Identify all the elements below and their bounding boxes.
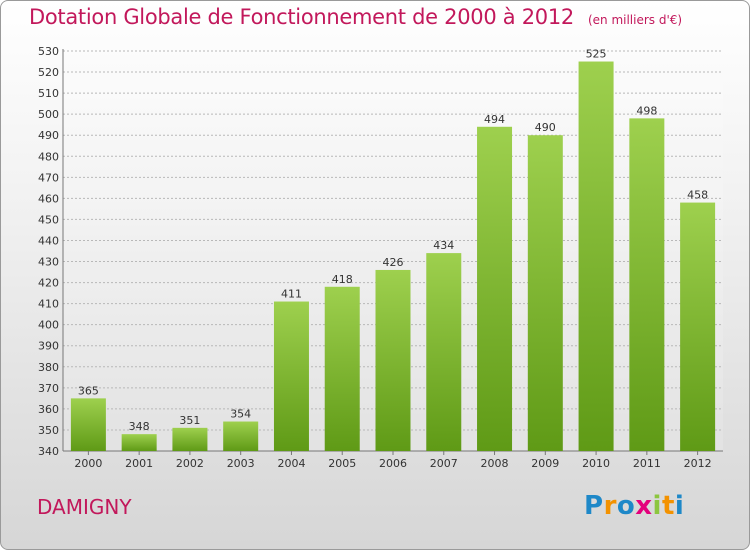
bar-2006 <box>375 269 411 451</box>
y-tick-label: 500 <box>38 108 59 121</box>
y-tick-label: 360 <box>38 403 59 416</box>
logo-letter: P <box>584 491 604 521</box>
y-tick-label: 430 <box>38 256 59 269</box>
logo-letter: r <box>603 491 617 521</box>
x-tick-label: 2005 <box>328 457 356 470</box>
x-tick-label: 2009 <box>531 457 559 470</box>
y-tick-label: 440 <box>38 234 59 247</box>
x-tick-label: 2010 <box>582 457 610 470</box>
bar-2008 <box>477 126 513 451</box>
x-tick-label: 2006 <box>379 457 407 470</box>
bar-2000 <box>70 398 106 451</box>
x-tick-label: 2011 <box>633 457 661 470</box>
bar-2004 <box>273 301 309 451</box>
y-tick-label: 490 <box>38 129 59 142</box>
y-tick-label: 530 <box>38 45 59 58</box>
y-tick-label: 400 <box>38 319 59 332</box>
bar-2003 <box>223 421 259 451</box>
x-tick-label: 2008 <box>481 457 509 470</box>
y-tick-label: 450 <box>38 213 59 226</box>
x-tick-label: 2000 <box>74 457 102 470</box>
y-tick-label: 370 <box>38 382 59 395</box>
data-label: 498 <box>636 104 657 117</box>
bar-2012 <box>680 202 716 451</box>
data-label: 354 <box>230 408 251 421</box>
data-label: 490 <box>535 121 556 134</box>
data-label: 351 <box>179 414 200 427</box>
bar-2005 <box>324 286 360 451</box>
data-label: 494 <box>484 113 505 126</box>
x-tick-label: 2007 <box>430 457 458 470</box>
data-label: 348 <box>129 420 150 433</box>
city-name: DAMIGNY <box>37 495 132 519</box>
bar-2011 <box>629 118 665 452</box>
bar-2007 <box>426 253 462 451</box>
logo-letter: i <box>652 491 662 521</box>
logo-letter: t <box>661 491 675 521</box>
logo-letter: o <box>616 491 636 521</box>
y-tick-label: 480 <box>38 150 59 163</box>
logo-letter: x <box>635 491 653 521</box>
y-tick-label: 510 <box>38 87 59 100</box>
y-tick-label: 460 <box>38 192 59 205</box>
x-tick-label: 2012 <box>684 457 712 470</box>
bar-2010 <box>578 61 614 452</box>
data-label: 426 <box>383 256 404 269</box>
y-tick-label: 520 <box>38 66 59 79</box>
chart-title: Dotation Globale de Fonctionnement de 20… <box>29 5 574 29</box>
data-label: 411 <box>281 288 302 301</box>
bar-2002 <box>172 427 208 451</box>
chart-unit: (en milliers d'€) <box>587 13 683 27</box>
x-tick-label: 2004 <box>277 457 305 470</box>
y-tick-label: 380 <box>38 361 59 374</box>
data-label: 458 <box>687 189 708 202</box>
chart-title-block: Dotation Globale de Fonctionnement de 20… <box>29 5 682 29</box>
y-tick-label: 350 <box>38 424 59 437</box>
data-label: 418 <box>332 273 353 286</box>
x-tick-label: 2003 <box>227 457 255 470</box>
y-tick-label: 390 <box>38 340 59 353</box>
data-label: 365 <box>78 384 99 397</box>
y-tick-label: 470 <box>38 171 59 184</box>
logo-letter: i <box>674 491 685 521</box>
y-tick-label: 410 <box>38 298 59 311</box>
x-tick-label: 2002 <box>176 457 204 470</box>
bar-2001 <box>121 434 157 451</box>
y-tick-label: 420 <box>38 277 59 290</box>
data-label: 525 <box>586 48 607 61</box>
y-tick-label: 340 <box>38 445 59 458</box>
bar-2009 <box>527 135 563 452</box>
proxiti-logo: Proxiti <box>584 491 684 521</box>
data-label: 434 <box>433 239 454 252</box>
x-tick-label: 2001 <box>125 457 153 470</box>
